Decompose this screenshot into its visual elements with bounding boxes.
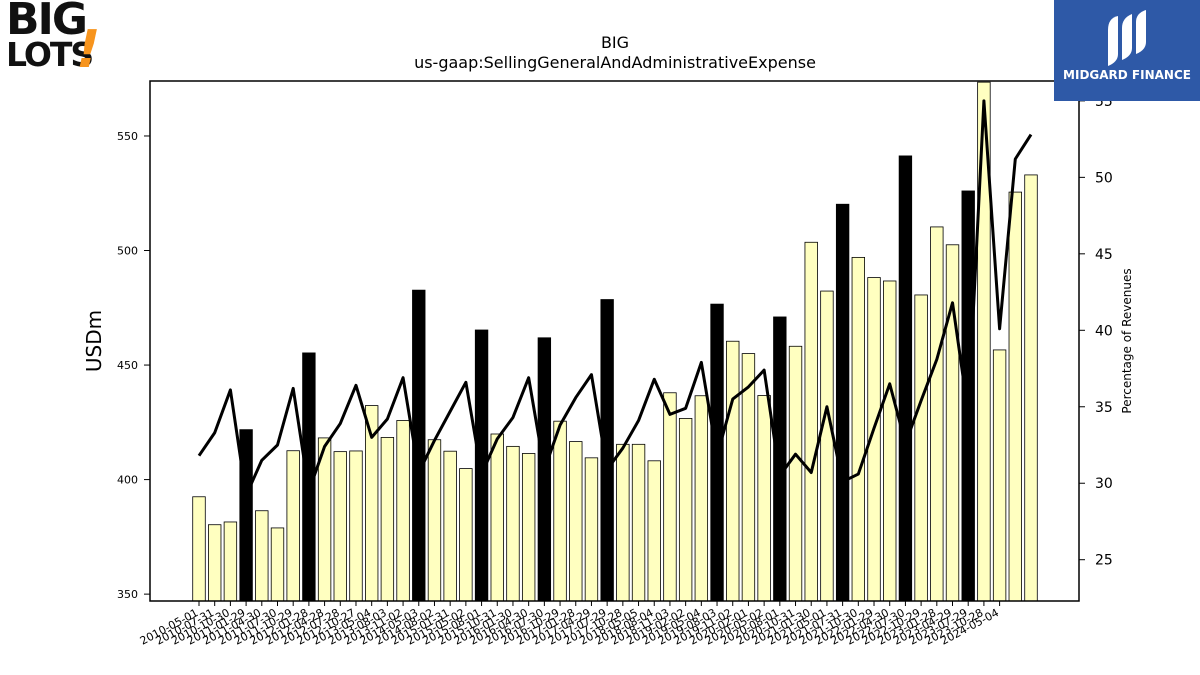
bar [192,496,206,602]
bar [1024,174,1038,602]
midgard-name: MIDGARD FINANCE [1063,68,1191,82]
y-tick-label: 350 [117,588,138,601]
bar [992,349,1007,602]
logo-big-text: BIG [6,0,88,45]
bar [349,450,363,602]
chart-subtitle: us-gaap:SellingGeneralAndAdministrativeE… [414,53,816,72]
logo-lots-text: LOTS [6,35,94,74]
bar [459,468,473,602]
bar [757,395,771,602]
bar [663,392,677,602]
chart-title: BIG [601,33,629,52]
bar [553,420,567,602]
bar [443,450,457,602]
bar [694,395,709,602]
bar [255,510,269,602]
bar [773,316,787,602]
bar [726,340,740,602]
bar [396,420,410,602]
bar [898,155,913,602]
bar [239,429,253,602]
bar [914,294,928,602]
plot-frame [149,80,1080,602]
bar [333,451,347,602]
y2-tick-label: 45 [1095,247,1113,263]
bar [490,433,504,602]
bar [223,521,238,602]
bar [678,418,693,602]
midgard-finance-logo: MIDGARD FINANCE [1054,0,1200,101]
bar [631,443,646,602]
bar [506,445,520,602]
midgard-mark-icon [1108,10,1146,66]
big-lots-logo: BIG LOTS ! [4,0,106,80]
bar-group [192,81,1038,602]
bar [788,345,803,602]
bar [647,460,661,602]
bar [1008,191,1022,602]
bar [584,457,599,602]
bar [835,203,850,602]
bar [883,280,897,602]
bar [616,443,630,602]
y2-tick-label: 50 [1095,170,1113,186]
bar [427,439,442,602]
bar [208,524,222,602]
y-tick-label: 500 [117,245,138,258]
y-tick-label: 400 [117,474,138,487]
y2-tick-label: 35 [1095,400,1113,416]
bar [270,527,285,602]
bar [380,437,395,602]
y-tick-label: 450 [117,359,138,372]
y-axis-label: USDm [82,310,106,372]
bar [286,450,300,602]
y2-tick-label: 25 [1095,553,1113,569]
x-axis-ticks: 2010-05-012010-07-312010-10-302011-01-29… [138,601,1001,648]
y-tick-label: 550 [117,130,138,143]
bar [945,244,960,602]
bar [930,226,944,602]
y2-tick-label: 30 [1095,476,1113,492]
pct-revenues-line [197,99,1033,497]
bar [851,256,865,602]
bar [569,441,583,602]
y2-axis-label: Percentage of Revenues [1120,268,1134,413]
bar [804,241,818,602]
y2-tick-label: 40 [1095,323,1113,339]
bar [820,290,834,602]
y-axis-ticks: 350 400 450 500 550 [117,130,150,601]
bar [521,453,536,602]
